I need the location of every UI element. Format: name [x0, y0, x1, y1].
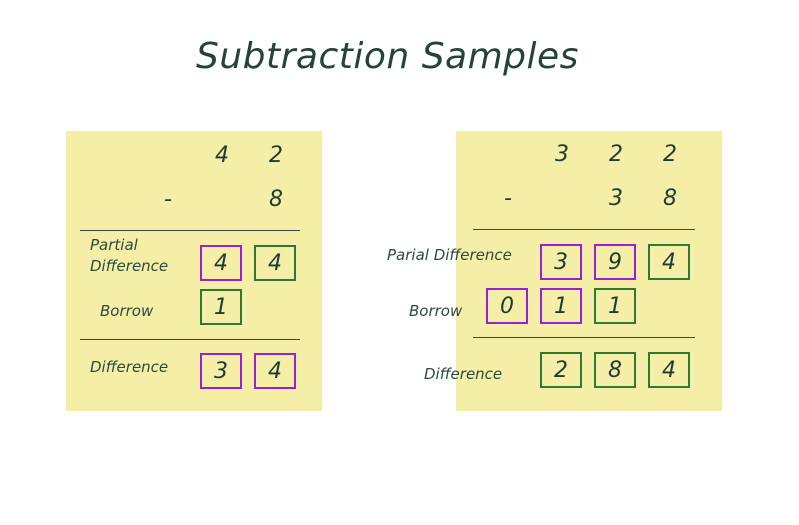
borrow-digit-box: 1 [594, 288, 636, 324]
partial-label: Parial Difference [387, 245, 512, 266]
divider-line [80, 339, 300, 340]
minuend-digit: 2 [254, 137, 298, 175]
minuend-digit: 4 [200, 137, 244, 175]
partial-label-line2: Difference [90, 256, 168, 277]
partial-digit-box: 3 [540, 244, 582, 280]
borrow-label: Borrow [100, 301, 153, 322]
page-title: Subtraction Samples [196, 36, 579, 77]
partial-label-line1: Partial [90, 235, 138, 256]
difference-label: Difference [90, 357, 168, 378]
difference-digit-box: 4 [254, 353, 296, 389]
difference-digit-box: 4 [648, 352, 690, 388]
borrow-digit-box: 1 [540, 288, 582, 324]
partial-digit-box: 4 [200, 245, 242, 281]
difference-digit-box: 3 [200, 353, 242, 389]
minus-sign: - [146, 181, 190, 219]
subtrahend-digit: 3 [594, 180, 638, 218]
difference-digit-box: 8 [594, 352, 636, 388]
partial-digit-box: 4 [648, 244, 690, 280]
partial-digit-box: 9 [594, 244, 636, 280]
minus-sign: - [486, 180, 530, 218]
partial-digit-box: 4 [254, 245, 296, 281]
difference-digit-box: 2 [540, 352, 582, 388]
borrow-digit-box: 0 [486, 288, 528, 324]
minuend-digit: 2 [594, 136, 638, 174]
subtrahend-digit: 8 [254, 181, 298, 219]
divider-line [473, 229, 695, 230]
minuend-digit: 2 [648, 136, 692, 174]
borrow-label: Borrow [409, 301, 462, 322]
minuend-digit: 3 [540, 136, 584, 174]
divider-line [80, 230, 300, 231]
divider-line [473, 337, 695, 338]
subtrahend-digit: 8 [648, 180, 692, 218]
difference-label: Difference [424, 364, 502, 385]
borrow-digit-box: 1 [200, 289, 242, 325]
